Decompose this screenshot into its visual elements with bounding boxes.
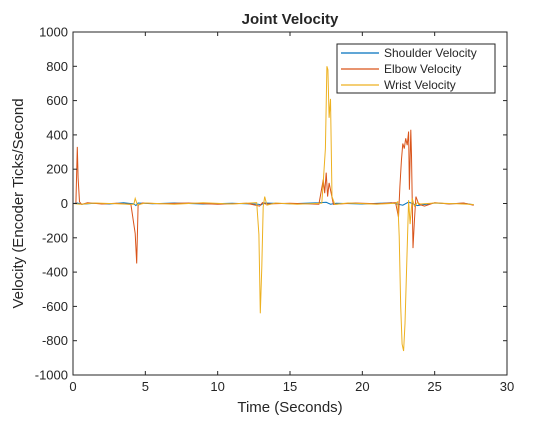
chart-title: Joint Velocity: [242, 11, 339, 28]
x-tick-label: 25: [427, 379, 441, 394]
y-tick-label: 400: [46, 127, 68, 142]
legend-label-wrist: Wrist Velocity: [384, 78, 456, 92]
y-tick-label: 800: [46, 59, 68, 74]
x-tick-label: 15: [283, 379, 297, 394]
series-lines: [72, 66, 474, 352]
y-tick-label: 0: [61, 196, 68, 211]
y-tick-label: 600: [46, 93, 68, 108]
x-tick-label: 0: [69, 379, 76, 394]
y-tick-label: 1000: [39, 25, 68, 40]
y-tick-label: -600: [42, 299, 68, 314]
tick-marks: 0 5 10 15 20 25 30 -1000 -800 -600 -400 -200 0 200 400…: [35, 25, 514, 395]
x-tick-label: 30: [500, 379, 514, 394]
y-tick-label: -400: [42, 265, 68, 280]
x-tick-label: 10: [210, 379, 224, 394]
x-tick-label: 20: [355, 379, 369, 394]
series-line-wrist: [72, 66, 474, 352]
x-axis-title: Time (Seconds): [237, 399, 342, 416]
x-tick-label: 5: [142, 379, 149, 394]
legend-label-elbow: Elbow Velocity: [384, 62, 461, 76]
y-tick-label: -1000: [35, 368, 68, 383]
y-axis-title: Velocity (Encoder Ticks/Second: [10, 98, 27, 308]
y-tick-label: -200: [42, 230, 68, 245]
y-tick-label: 200: [46, 162, 68, 177]
legend-label-shoulder: Shoulder Velocity: [384, 46, 477, 60]
legend: Shoulder Velocity Elbow Velocity Wrist V…: [336, 43, 496, 94]
y-tick-label: -800: [42, 333, 68, 348]
